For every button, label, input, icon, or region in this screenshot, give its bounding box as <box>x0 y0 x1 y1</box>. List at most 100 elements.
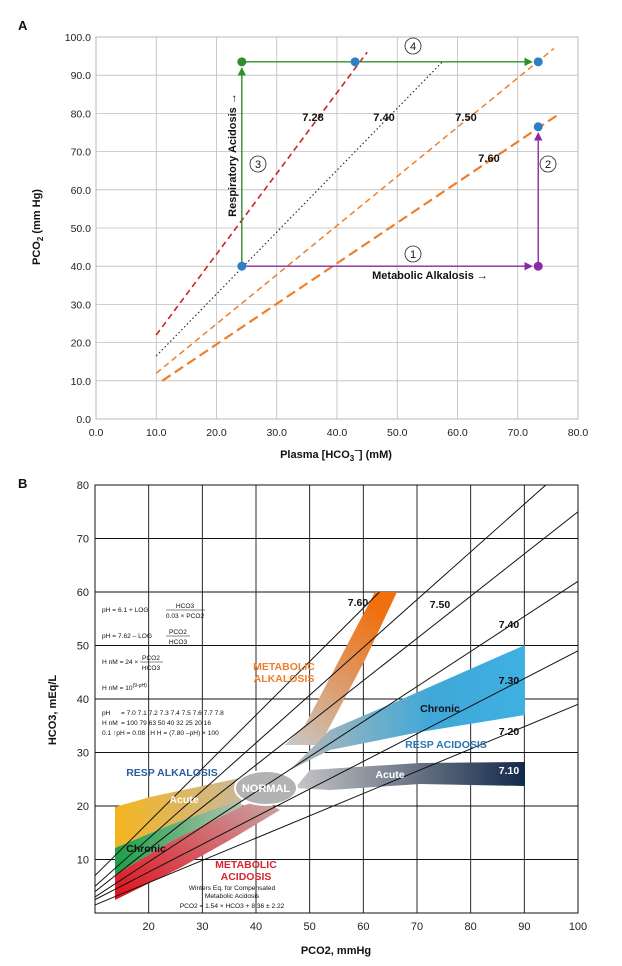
isopleth-label-a: 7.50 <box>455 112 476 124</box>
data-point-a <box>533 57 543 67</box>
y-tick-label-b: 80 <box>77 480 89 492</box>
ph-rule: 0.1 ↑pH = 0.08 ↓H H = (7.80 –pH) × 100 <box>102 730 219 737</box>
step-number-a: 3 <box>255 159 261 171</box>
resp-acidosis-acute-band <box>295 762 525 790</box>
y-tick-label-b: 30 <box>77 748 89 760</box>
metabolic-acidosis-label-2: ACIDOSIS <box>221 871 272 883</box>
isopleth-line-a <box>155 51 368 336</box>
h-row-values: = 100 79 63 50 40 32 25 20 16 <box>121 720 211 727</box>
isopleth-label-b: 7.50 <box>430 599 451 611</box>
y-tick-label-a: 10.0 <box>71 376 92 388</box>
isopleth-line-a <box>155 47 555 374</box>
x-tick-label-a: 80.0 <box>568 427 589 439</box>
resp-alkalosis-acute-band <box>115 778 245 848</box>
data-point-a <box>237 57 247 67</box>
ph-row-label: pH <box>102 710 111 717</box>
x-tick-label-a: 70.0 <box>508 427 529 439</box>
x-tick-label-b: 50 <box>304 921 316 933</box>
isopleth-line-b <box>94 703 579 906</box>
y-tick-label-a: 60.0 <box>71 185 92 197</box>
isopleth-label-b: 7.20 <box>499 726 520 738</box>
y-tick-label-b: 60 <box>77 587 89 599</box>
isopleth-label-a: 7.40 <box>373 112 394 124</box>
eq2-den: HCO3 <box>169 639 188 646</box>
x-tick-label-b: 60 <box>357 921 369 933</box>
step-circle-a <box>404 245 422 263</box>
eq2-num: PCO2 <box>169 629 187 636</box>
isopleth-label-b: 7.30 <box>499 675 520 687</box>
metabolic-acidosis-label-1: METABOLIC <box>215 859 277 871</box>
y-tick-label-b: 10 <box>77 855 89 867</box>
eq1-num: HCO3 <box>176 603 195 610</box>
eq1-left: pH = 6.1 + LOG <box>102 607 149 614</box>
metabolic-alkalosis-annotation: Metabolic Alkalosis → <box>372 270 488 282</box>
step-circle-a <box>539 155 557 173</box>
isopleth-line-b <box>94 650 579 901</box>
y-tick-label-a: 90.0 <box>71 70 92 82</box>
x-tick-label-b: 40 <box>250 921 262 933</box>
normal-ellipse <box>234 770 298 806</box>
step-circle-a <box>404 37 422 55</box>
isopleth-label-a: 7.28 <box>302 112 323 124</box>
step-number-a: 1 <box>410 249 416 261</box>
metabolic-acidosis-band <box>115 800 280 900</box>
isopleth-line-a <box>155 61 443 357</box>
y-tick-label-a: 0.0 <box>76 414 91 426</box>
y-axis-title-a: PCO2 (mm Hg) <box>31 189 45 265</box>
isopleth-line-b <box>94 580 579 898</box>
x-axis-title-a: Plasma [HCO3−] (mM) <box>280 446 392 463</box>
isopleth-label-b: 7.40 <box>499 619 520 631</box>
eq3-den: HCO3 <box>142 665 161 672</box>
eq3-num: PCO2 <box>142 655 160 662</box>
x-tick-label-a: 0.0 <box>89 427 104 439</box>
y-tick-label-a: 100.0 <box>65 32 91 44</box>
x-tick-label-a: 10.0 <box>146 427 167 439</box>
isopleth-line-b <box>94 591 380 876</box>
isopleth-line-b <box>94 484 547 887</box>
y-tick-label-b: 70 <box>77 534 89 546</box>
resp-alkalosis-label: RESP ALKALOSIS <box>126 767 218 779</box>
y-axis-title-b: HCO3, mEq/L <box>47 675 59 746</box>
chronic-acidosis-label: Chronic <box>420 703 460 715</box>
x-tick-label-a: 30.0 <box>267 427 288 439</box>
winters-equation: Winters Eq. for Compensated Metabolic Ac… <box>180 885 285 910</box>
eq1-den: 0.03 × PCO2 <box>166 613 205 620</box>
step-circle-a <box>249 155 267 173</box>
isopleth-label-b: 7.60 <box>348 597 369 609</box>
x-tick-label-a: 40.0 <box>327 427 348 439</box>
step-number-a: 2 <box>545 159 551 171</box>
panel-label-b: B <box>18 476 27 491</box>
eq4: H nM = 10(9-pH) <box>102 683 147 692</box>
h-row-label: H nM <box>102 720 118 727</box>
winters-line3: PCO2 = 1.54 × HCO3 + 8.36 ± 2.22 <box>180 903 285 910</box>
y-tick-label-b: 50 <box>77 641 89 653</box>
x-tick-label-a: 50.0 <box>387 427 408 439</box>
normal-label: NORMAL <box>242 783 291 795</box>
y-tick-label-b: 40 <box>77 694 89 706</box>
step-number-a: 4 <box>410 41 416 53</box>
chart-a: A 0.0 10.0 20.0 30.0 40.0 50.0 60.0 70.0 80.0 0.0… <box>18 18 589 463</box>
metabolic-alkalosis-label-2: ALKALOSIS <box>254 673 315 685</box>
equations-box: pH = 6.1 + LOG HCO3 0.03 × PCO2 pH = 7.6… <box>102 603 224 737</box>
winters-line2: Metabolic Acidosis <box>205 893 260 900</box>
panel-label-a: A <box>18 18 28 33</box>
x-tick-label-b: 30 <box>196 921 208 933</box>
y-tick-label-a: 20.0 <box>71 338 92 350</box>
respiratory-acidosis-annotation: Respiratory Acidosis → <box>227 93 239 217</box>
x-tick-label-a: 20.0 <box>206 427 227 439</box>
x-axis-title-b: PCO2, mmHg <box>301 945 371 957</box>
isopleth-line-b <box>94 511 579 892</box>
x-tick-label-b: 20 <box>143 921 155 933</box>
resp-acidosis-chronic-band <box>290 645 525 770</box>
data-point-a <box>237 261 247 271</box>
isopleth-label-a: 7.60 <box>478 153 499 165</box>
ph-row-values: = 7.0 7.1 7.2 7.3 7.4 7.5 7.6 7.7 7.8 <box>121 710 224 717</box>
y-tick-label-a: 80.0 <box>71 108 92 120</box>
x-tick-label-b: 70 <box>411 921 423 933</box>
metabolic-alkalosis-band <box>285 592 397 745</box>
y-tick-label-a: 50.0 <box>71 223 92 235</box>
y-tick-label-a: 70.0 <box>71 147 92 159</box>
acute-alkalosis-label: Acute <box>169 794 198 806</box>
isopleth-label-b: 7.10 <box>499 765 520 777</box>
x-tick-label-b: 90 <box>518 921 530 933</box>
